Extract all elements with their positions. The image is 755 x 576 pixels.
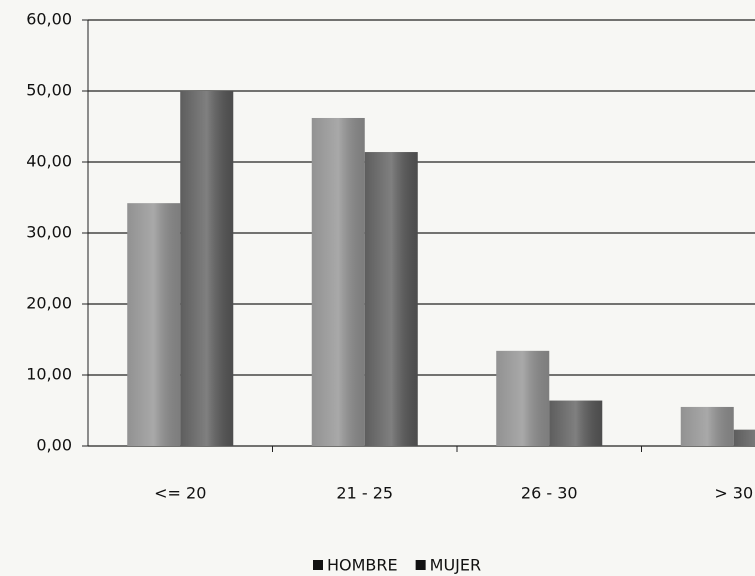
bar-shade	[733, 429, 755, 446]
legend-label: HOMBRE	[327, 556, 398, 575]
legend-swatch	[313, 560, 323, 570]
x-tick-label: 21 - 25	[336, 484, 393, 503]
y-tick-label: 50,00	[26, 81, 72, 100]
x-tick-label: <= 20	[154, 484, 206, 503]
bar-shade	[549, 400, 603, 446]
bar-shade	[364, 152, 418, 446]
y-tick-label: 60,00	[26, 10, 72, 29]
legend-swatch	[415, 560, 426, 570]
x-tick-label: > 30	[714, 484, 753, 503]
legend-label: MUJER	[430, 556, 481, 575]
bar-shade	[496, 350, 550, 446]
y-tick-label: 40,00	[26, 152, 72, 171]
y-tick-label: 30,00	[26, 223, 72, 242]
y-tick-label: 20,00	[26, 294, 72, 313]
x-tick-label: 26 - 30	[521, 484, 578, 503]
bar-shade	[311, 117, 365, 446]
y-tick-label: 0,00	[36, 436, 72, 455]
bar-shade	[127, 203, 181, 446]
bar-shade	[680, 406, 734, 446]
y-tick-label: 10,00	[26, 365, 72, 384]
bar-shade	[180, 91, 234, 446]
